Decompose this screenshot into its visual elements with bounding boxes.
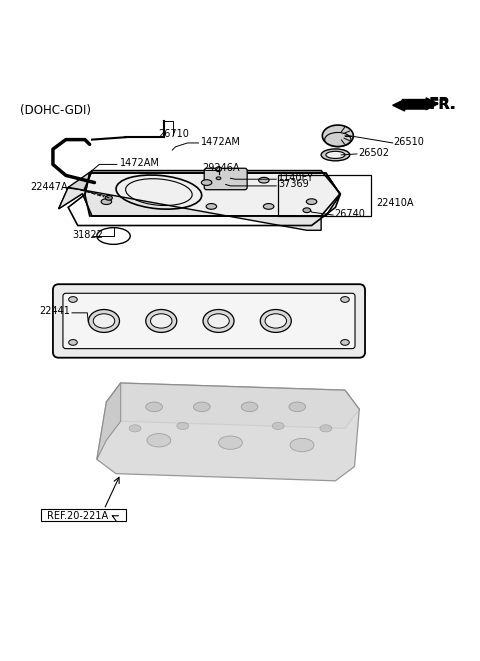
Polygon shape [59,187,321,230]
FancyArrow shape [393,100,426,111]
Ellipse shape [151,314,172,328]
Ellipse shape [260,309,291,332]
Ellipse shape [341,340,349,345]
Ellipse shape [129,425,141,432]
Polygon shape [97,383,360,481]
Ellipse shape [146,402,162,412]
Ellipse shape [264,204,274,210]
Ellipse shape [321,149,350,161]
Text: 1472AM: 1472AM [120,158,160,168]
Ellipse shape [265,314,287,328]
FancyBboxPatch shape [53,284,365,358]
Ellipse shape [241,402,258,412]
Text: (DOHC-GDI): (DOHC-GDI) [21,104,92,117]
Text: REF.20-221A: REF.20-221A [47,511,108,521]
Ellipse shape [218,436,242,449]
FancyArrow shape [402,98,438,110]
Ellipse shape [320,425,332,432]
Ellipse shape [303,208,311,213]
Ellipse shape [201,180,212,186]
Ellipse shape [323,125,353,147]
Ellipse shape [88,309,120,332]
Ellipse shape [326,151,345,159]
Ellipse shape [290,438,314,451]
Text: 31822: 31822 [72,230,103,240]
Text: 29246A: 29246A [202,163,240,173]
Text: 22441: 22441 [39,307,71,317]
Polygon shape [97,383,120,459]
Text: FR.: FR. [430,98,455,112]
Ellipse shape [306,199,317,204]
Ellipse shape [206,204,216,210]
Polygon shape [107,383,360,428]
Ellipse shape [203,309,234,332]
Ellipse shape [101,199,112,204]
Ellipse shape [69,297,77,302]
Text: 37369: 37369 [278,180,309,190]
Ellipse shape [208,314,229,328]
Text: 1140FY: 1140FY [278,173,314,183]
Ellipse shape [216,167,221,172]
FancyBboxPatch shape [204,169,247,190]
FancyBboxPatch shape [63,293,355,348]
Ellipse shape [93,314,115,328]
Polygon shape [59,171,92,209]
Text: 1472AM: 1472AM [201,137,241,147]
Ellipse shape [272,422,284,430]
Ellipse shape [177,422,189,430]
Ellipse shape [289,402,306,412]
Ellipse shape [259,177,269,183]
Ellipse shape [341,297,349,302]
Ellipse shape [146,309,177,332]
Text: 26502: 26502 [359,148,389,158]
Text: FR.: FR. [429,97,456,112]
Text: 22447A: 22447A [30,182,68,192]
Text: 26710: 26710 [158,129,189,139]
Ellipse shape [216,177,221,180]
Ellipse shape [147,434,171,447]
Text: 26740: 26740 [335,209,365,219]
Ellipse shape [193,402,210,412]
Text: 22410A: 22410A [376,198,413,208]
Ellipse shape [105,196,112,200]
Ellipse shape [69,340,77,345]
Polygon shape [83,171,340,216]
Text: 26510: 26510 [394,137,424,147]
Bar [278,175,371,216]
